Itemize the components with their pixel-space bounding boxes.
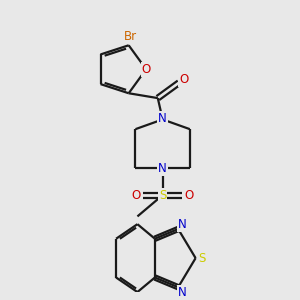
Text: O: O	[142, 63, 151, 76]
Text: N: N	[158, 112, 167, 125]
Text: O: O	[179, 73, 189, 86]
Text: Br: Br	[124, 30, 137, 43]
Text: N: N	[158, 162, 167, 176]
Text: N: N	[178, 218, 186, 231]
Text: S: S	[199, 252, 206, 265]
Text: O: O	[132, 189, 141, 202]
Text: S: S	[159, 189, 166, 202]
Text: O: O	[184, 189, 194, 202]
Text: N: N	[178, 286, 186, 298]
